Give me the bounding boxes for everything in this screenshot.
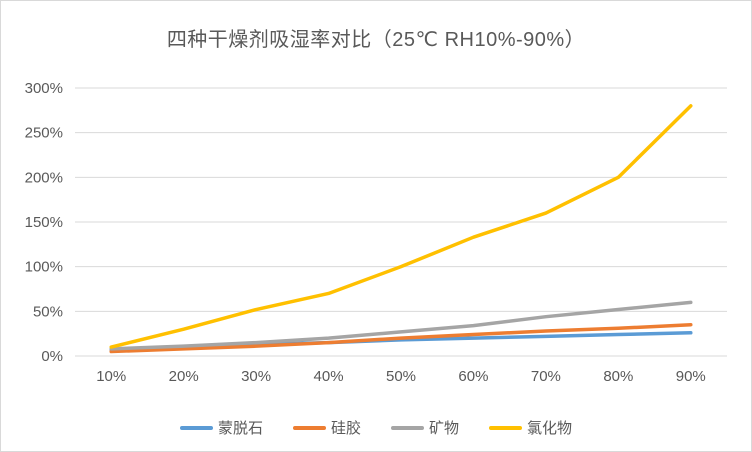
y-tick-label: 0% (41, 348, 63, 365)
x-tick-label: 60% (458, 368, 488, 385)
legend-line-swatch (292, 425, 326, 430)
y-tick-label: 250% (25, 125, 63, 142)
x-tick-label: 70% (531, 368, 561, 385)
legend-label: 氯化物 (527, 420, 573, 437)
y-tick-label: 100% (25, 259, 63, 276)
legend-label: 蒙脱石 (217, 420, 263, 437)
x-tick-label: 30% (241, 368, 271, 385)
y-tick-label: 50% (33, 303, 63, 320)
legend-label: 硅胶 (330, 420, 361, 437)
legend-label: 矿物 (429, 420, 460, 437)
x-tick-label: 40% (314, 368, 344, 385)
x-tick-label: 20% (169, 368, 199, 385)
legend-line-swatch (391, 425, 424, 430)
x-tick-label: 90% (676, 368, 706, 385)
legend-item-0: 蒙脱石 (179, 417, 263, 438)
legend-item-2: 矿物 (391, 417, 459, 438)
series-line-2 (109, 300, 693, 351)
x-tick-label: 80% (603, 368, 633, 385)
series-line-1 (109, 322, 693, 354)
series-line-3 (109, 104, 693, 349)
chart-title: 四种干燥剂吸湿率对比（25℃ RH10%-90%） (166, 29, 586, 51)
legend-item-1: 硅胶 (292, 417, 361, 438)
legend-item-3: 氯化物 (489, 417, 572, 438)
y-tick-label: 150% (25, 214, 63, 231)
x-tick-label: 10% (96, 368, 126, 385)
legend-line-swatch (179, 425, 213, 430)
y-tick-label: 200% (25, 169, 63, 186)
legend-line-swatch (489, 425, 523, 430)
y-tick-label: 300% (25, 80, 63, 97)
chart-legend: 蒙脱石 硅胶 矿物 氯化物 (1, 417, 751, 438)
x-tick-label: 50% (386, 368, 416, 385)
